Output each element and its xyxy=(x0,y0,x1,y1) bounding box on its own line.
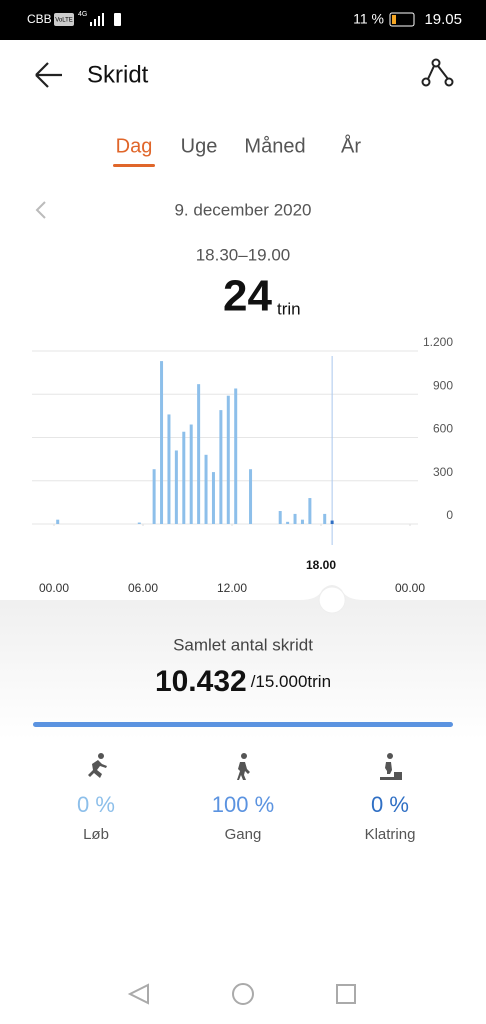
page-title: Skridt xyxy=(87,61,149,88)
bar xyxy=(286,521,290,524)
summary-values: 10.432/15.000trin xyxy=(155,665,331,698)
signal-icon xyxy=(90,13,104,26)
bar xyxy=(278,511,282,524)
bar xyxy=(189,424,193,524)
total-steps: 10.432 xyxy=(155,665,247,698)
bar xyxy=(323,513,327,524)
time-range: 18.30–19.00 xyxy=(196,245,291,264)
x-tick-label: 00.00 xyxy=(39,581,69,595)
bar xyxy=(137,522,141,524)
x-tick-label: 00.00 xyxy=(395,581,425,595)
bar xyxy=(330,520,334,524)
volte-badge xyxy=(54,13,74,26)
activity-label: Klatring xyxy=(365,826,416,843)
activity-percent: 0 % xyxy=(371,792,409,817)
selected-steps: 24 xyxy=(223,272,272,321)
clock: 19.05 xyxy=(424,11,462,28)
summary-background xyxy=(0,585,486,740)
bar xyxy=(300,519,304,524)
activity-percent: 0 % xyxy=(77,792,115,817)
bar xyxy=(56,519,60,524)
tab[interactable]: Måned xyxy=(244,135,305,157)
tab-indicator xyxy=(113,164,155,167)
steps-unit: trin xyxy=(277,299,301,318)
battery-level: 11 % xyxy=(353,11,384,27)
bar xyxy=(204,454,208,524)
goal: /15.000trin xyxy=(251,672,331,691)
bar xyxy=(152,469,156,524)
bar xyxy=(197,384,201,524)
bar xyxy=(308,498,312,524)
bar xyxy=(219,410,223,524)
bar xyxy=(234,388,238,524)
nav-recents[interactable] xyxy=(336,984,356,1004)
chart: 0 300 600 900 1.200 00.00 06.00 12.00 18.00 00.00 xyxy=(32,335,453,614)
climb-icon xyxy=(380,753,402,780)
run-icon xyxy=(88,753,107,778)
y-tick-label: 0 xyxy=(446,508,453,522)
x-tick-label: 18.00 xyxy=(306,558,336,572)
bar xyxy=(211,472,215,524)
bar xyxy=(174,450,178,524)
activity-label: Løb xyxy=(83,826,109,843)
nav-home[interactable] xyxy=(232,983,254,1005)
summary-label: Samlet antal skridt xyxy=(173,635,313,654)
y-tick-label: 900 xyxy=(433,378,453,392)
nav-back[interactable] xyxy=(127,983,149,1005)
x-tick-label: 06.00 xyxy=(128,581,158,595)
goal-progress xyxy=(33,722,453,727)
tab[interactable]: Uge xyxy=(181,135,218,157)
y-tick-label: 1.200 xyxy=(423,335,453,349)
y-tick-label: 300 xyxy=(433,465,453,479)
tab[interactable]: År xyxy=(341,134,361,157)
bar xyxy=(249,469,253,524)
tab[interactable]: Dag xyxy=(116,135,153,157)
status-bar xyxy=(0,0,486,40)
y-tick-label: 600 xyxy=(433,422,453,436)
x-tick-label: 12.00 xyxy=(217,581,247,595)
bar xyxy=(160,361,164,524)
bar xyxy=(226,395,230,524)
selection-handle xyxy=(318,586,346,614)
volte: VoLTE xyxy=(55,18,73,24)
activity-percent: 100 % xyxy=(212,792,274,817)
bar xyxy=(167,414,171,524)
battery-fill xyxy=(392,15,396,24)
walk-icon xyxy=(237,753,250,780)
date: 9. december 2020 xyxy=(174,200,311,219)
network: 4G xyxy=(78,11,87,18)
activity-label: Gang xyxy=(225,826,262,843)
bar xyxy=(182,431,186,524)
battery-saver-icon xyxy=(114,13,121,26)
carrier: CBB xyxy=(27,12,52,26)
battery-icon xyxy=(389,12,415,27)
back-button[interactable] xyxy=(35,62,62,88)
prev-date[interactable] xyxy=(35,201,46,219)
bar xyxy=(293,513,297,524)
route-button[interactable] xyxy=(421,58,454,87)
